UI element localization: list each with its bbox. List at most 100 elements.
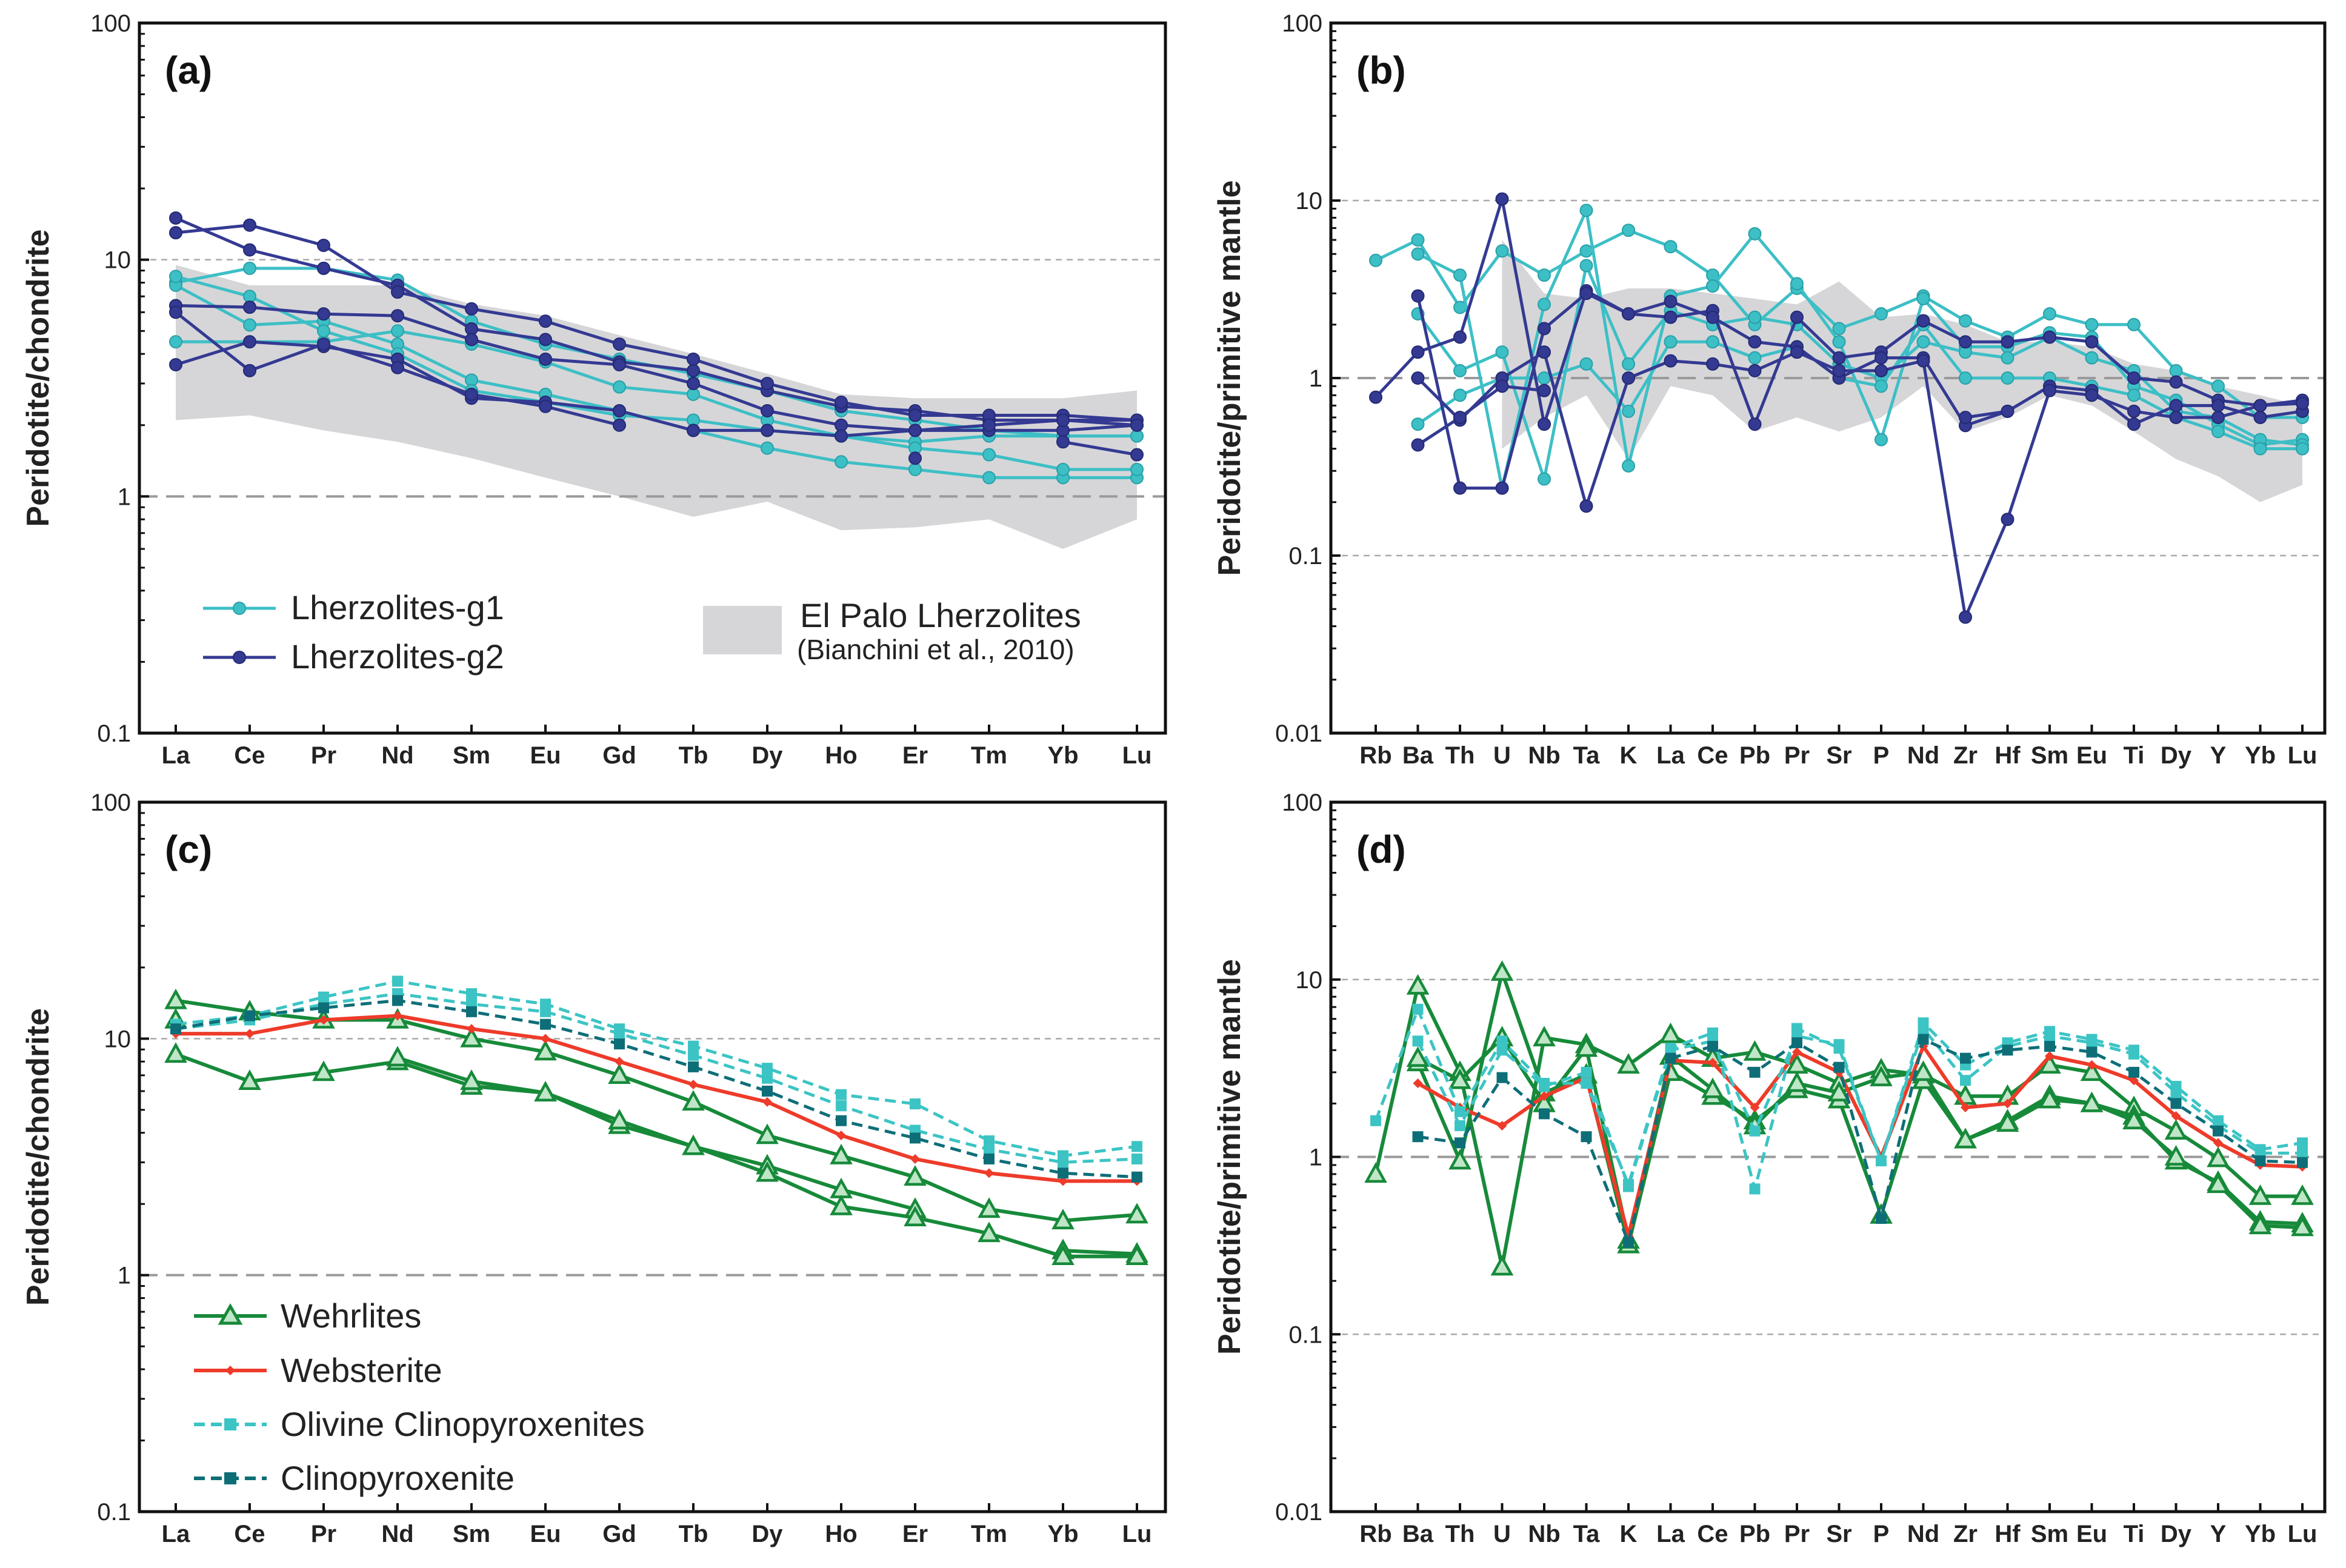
series-g2 <box>169 305 626 432</box>
data-point <box>1622 357 1635 371</box>
series-line <box>1417 1035 2303 1242</box>
data-point <box>169 305 182 319</box>
x-tick-label: Nb <box>1528 1521 1560 1547</box>
data-point <box>460 1026 483 1048</box>
data-point <box>1125 1244 1148 1266</box>
data-point <box>1790 277 1804 291</box>
data-point <box>615 1057 624 1067</box>
x-tick-label: Gd <box>602 1521 636 1547</box>
data-point <box>2169 411 2183 425</box>
data-point <box>1448 1149 1471 1170</box>
data-point <box>1130 462 1144 476</box>
data-point <box>243 364 256 377</box>
data-point <box>1790 310 1804 324</box>
data-point <box>1453 330 1467 344</box>
data-point <box>1876 1213 1887 1224</box>
data-point <box>1412 1035 1424 1047</box>
series-line <box>1062 440 1138 457</box>
series-line <box>1416 1026 2302 1189</box>
data-point <box>2001 335 2014 349</box>
data-point <box>2085 351 2099 365</box>
x-tick-label: Rb <box>1359 1521 1391 1547</box>
data-point <box>466 1006 477 1017</box>
data-point <box>243 335 256 349</box>
data-point <box>1622 307 1635 321</box>
x-tick-label: Sm <box>453 1521 490 1547</box>
x-tick-label: La <box>162 1521 190 1547</box>
data-point <box>2044 1031 2055 1042</box>
data-point <box>1748 351 1762 365</box>
data-point <box>1575 1036 1598 1057</box>
series-line <box>175 992 1138 1164</box>
data-point <box>688 1040 699 1052</box>
data-point <box>2002 1098 2013 1109</box>
data-point <box>2254 1155 2266 1167</box>
data-point <box>2164 1144 2188 1166</box>
y-tick-label: 100 <box>90 10 131 37</box>
data-point <box>2213 1125 2224 1137</box>
data-point <box>687 364 700 377</box>
data-point <box>2001 404 2014 418</box>
data-point <box>1131 1141 1142 1152</box>
panel-a-frame <box>138 21 1167 735</box>
data-point <box>1538 297 1551 311</box>
data-point <box>2211 379 2225 393</box>
data-point <box>2001 351 2014 365</box>
series-wehr <box>1364 974 2314 1276</box>
x-tick-label: Ba <box>1402 1521 1434 1547</box>
data-point <box>687 352 700 366</box>
data-point <box>1959 371 1972 385</box>
data-point <box>1832 322 1846 336</box>
x-tick-label: Ti <box>2124 1521 2145 1547</box>
x-tick-label: Pr <box>311 1521 336 1547</box>
x-tick-label: Sm <box>2031 742 2068 769</box>
data-point <box>904 1206 927 1227</box>
data-point <box>1538 371 1551 385</box>
x-tick-label: K <box>1620 1521 1638 1547</box>
x-tick-label: Lu <box>1122 742 1152 769</box>
series-line <box>1416 350 2303 619</box>
data-point <box>2169 364 2183 377</box>
data-point <box>984 1168 994 1178</box>
x-tick-label: Eu <box>2076 1521 2107 1547</box>
data-point <box>982 448 996 462</box>
data-point <box>1056 435 1070 449</box>
panel-a-tag: (a) <box>165 48 212 92</box>
data-point <box>1051 1244 1075 1266</box>
data-point <box>682 1134 705 1155</box>
y-tick-label: 10 <box>104 1026 132 1052</box>
data-point <box>2002 1045 2013 1056</box>
data-point <box>1790 345 1804 359</box>
data-point <box>244 1010 255 1022</box>
data-point <box>978 1221 1001 1243</box>
data-point <box>243 243 256 257</box>
x-tick-label: Yb <box>1047 742 1078 769</box>
x-tick-label: Er <box>902 1521 928 1547</box>
series-g2 <box>169 218 1144 427</box>
x-tick-label: Hf <box>1994 1521 2021 1547</box>
data-point <box>614 1038 625 1050</box>
data-point <box>1412 1003 1424 1015</box>
y-tick-label: 100 <box>1282 789 1322 816</box>
data-point <box>688 1049 699 1061</box>
data-point <box>613 418 626 432</box>
x-tick-label: Ce <box>234 742 265 769</box>
data-point <box>1411 438 1425 452</box>
data-point <box>2171 1111 2181 1121</box>
data-point <box>467 1024 476 1034</box>
data-point <box>1056 462 1070 476</box>
data-point <box>465 387 478 401</box>
x-tick-label: Pb <box>1739 742 1770 769</box>
data-point <box>1617 1053 1640 1074</box>
data-point <box>1708 1057 1718 1068</box>
legend-g2-label: Lherzolites-g2 <box>291 637 504 676</box>
data-point <box>1058 1168 1068 1179</box>
x-tick-label: Pr <box>311 742 336 769</box>
data-point <box>460 1069 483 1091</box>
data-point <box>2080 1060 2104 1081</box>
data-point <box>164 988 187 1009</box>
data-point <box>2080 1091 2104 1112</box>
data-point <box>910 1098 921 1109</box>
x-tick-label: Ta <box>1573 1521 1600 1547</box>
data-point <box>1538 345 1551 359</box>
